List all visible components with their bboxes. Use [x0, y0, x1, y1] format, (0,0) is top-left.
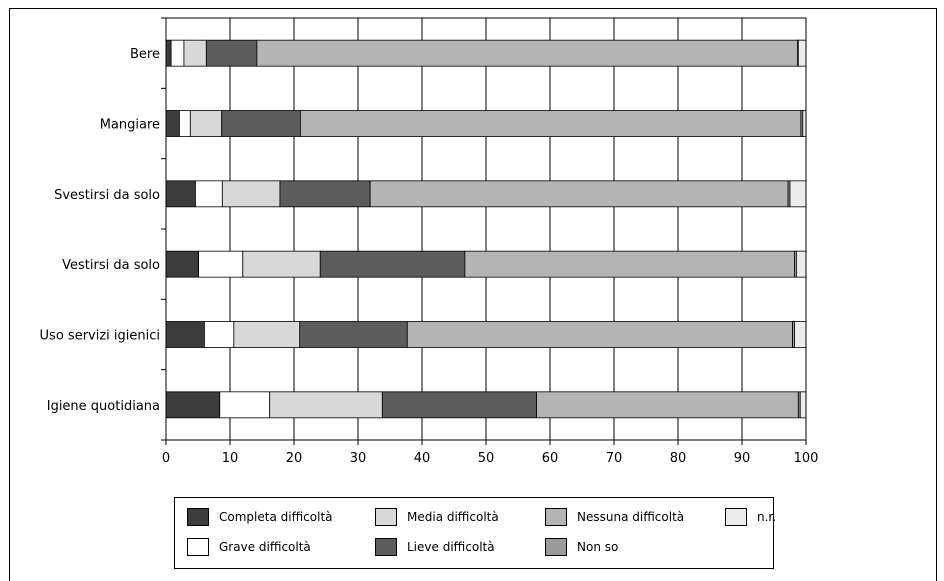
legend-label: Non so	[577, 540, 619, 554]
legend-item: Completa difficoltà	[187, 507, 333, 527]
bar-segment	[233, 321, 301, 348]
bar-segment	[789, 180, 807, 208]
x-tick-label: 10	[222, 451, 239, 466]
legend-swatch	[545, 508, 567, 526]
legend-swatch	[187, 508, 209, 526]
legend-item: Grave difficoltà	[187, 537, 311, 557]
bar-segment	[381, 391, 537, 419]
legend-label: Media difficoltà	[407, 510, 499, 524]
bar-segment	[165, 39, 172, 67]
chart-frame	[9, 8, 937, 581]
legend-label: Grave difficoltà	[219, 540, 311, 554]
x-tick-label: 0	[162, 451, 170, 466]
bar-segment	[269, 391, 383, 419]
legend-swatch	[375, 538, 397, 556]
x-tick-label: 90	[734, 451, 751, 466]
x-tick-label: 40	[414, 451, 431, 466]
bar-segment	[165, 180, 196, 208]
legend-label: n.r.	[757, 510, 777, 524]
x-tick-label: 50	[478, 451, 495, 466]
bar-segment	[165, 250, 200, 278]
bar-segment	[369, 180, 789, 208]
bar-segment	[319, 250, 466, 278]
y-tick-label: Igiene quotidiana	[47, 399, 160, 414]
legend-item: Non so	[545, 537, 618, 557]
legend-label: Nessuna difficoltà	[577, 510, 685, 524]
x-tick-label: 80	[670, 451, 687, 466]
legend-swatch	[545, 538, 567, 556]
bar-segment	[221, 110, 301, 137]
x-tick-label: 20	[286, 451, 303, 466]
y-tick-label: Mangiare	[100, 118, 160, 133]
y-tick-label: Bere	[130, 47, 160, 62]
bar-segment	[464, 250, 795, 278]
bar-segment	[794, 321, 807, 348]
legend-item: Lieve difficoltà	[375, 537, 495, 557]
bar-segment	[406, 321, 793, 348]
x-tick-label: 70	[606, 451, 623, 466]
bar-segment	[299, 110, 802, 137]
legend-swatch	[375, 508, 397, 526]
legend: Completa difficoltà Media difficoltà Nessu…	[174, 497, 776, 569]
bar-segment	[165, 110, 180, 137]
bar-segment	[279, 180, 371, 208]
stacked-bar-chart: Bere Mangiare Svestirsi da solo Vestirsi da…	[40, 17, 819, 466]
y-tick-label: Uso servizi igienici	[40, 329, 160, 344]
bar-segment	[183, 39, 207, 67]
legend-label: Completa difficoltà	[219, 510, 333, 524]
bar-segment	[536, 391, 799, 419]
bar-segment	[203, 321, 235, 348]
legend-item: Media difficoltà	[375, 507, 499, 527]
bar-segment	[198, 250, 244, 278]
y-tick-label: Vestirsi da solo	[62, 258, 160, 273]
x-tick-label: 60	[542, 451, 559, 466]
bar-segment	[165, 321, 205, 348]
bar-segment	[170, 39, 185, 67]
bar-segment	[796, 250, 807, 278]
legend-swatch	[725, 508, 747, 526]
legend-item: Nessuna difficoltà	[545, 507, 684, 527]
x-tick-label: 100	[794, 451, 819, 466]
bar-segment	[256, 39, 799, 67]
bar-segment	[221, 180, 281, 208]
x-tick-label: 30	[350, 451, 367, 466]
y-tick-label: Svestirsi da solo	[54, 188, 160, 203]
bar-segment	[195, 180, 223, 208]
bar-segment	[299, 321, 408, 348]
bar-segment	[799, 391, 807, 419]
bar-segment	[797, 39, 807, 67]
bar-segment	[189, 110, 223, 137]
bar-segment	[205, 39, 258, 67]
bar-segment	[219, 391, 271, 419]
legend-item: n.r.	[725, 507, 776, 527]
legend-swatch	[187, 538, 209, 556]
bar-segment	[165, 391, 221, 419]
legend-label: Lieve difficoltà	[407, 540, 495, 554]
bar-segment	[242, 250, 321, 278]
bar-segment	[179, 110, 191, 137]
